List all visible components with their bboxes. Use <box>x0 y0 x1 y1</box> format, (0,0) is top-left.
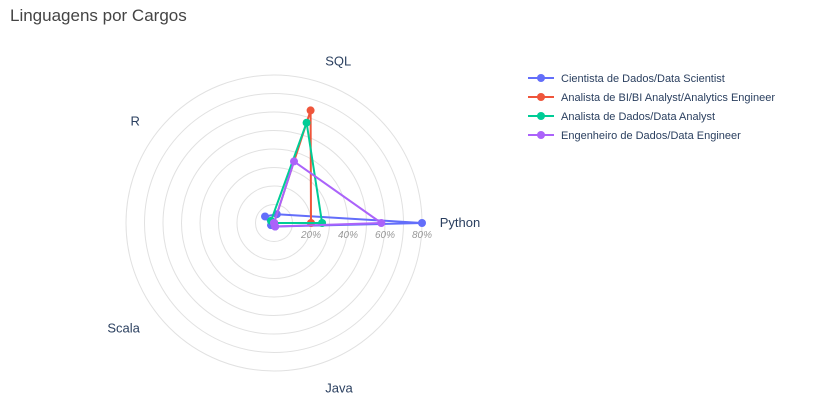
legend-item[interactable]: Cientista de Dados/Data Scientist <box>528 73 725 85</box>
legend-marker <box>537 112 545 120</box>
legend-label: Cientista de Dados/Data Scientist <box>561 73 725 85</box>
series-1 <box>261 210 426 231</box>
radial-tick-labels: 20% 40% 60% 80% <box>300 230 432 241</box>
radial-tick-label: 40% <box>338 230 358 241</box>
series-point[interactable] <box>271 222 280 231</box>
axis-labels: Python SQL R Scala Java <box>107 53 480 395</box>
legend[interactable]: Cientista de Dados/Data Scientist Analist… <box>528 73 775 142</box>
legend-label: Engenheiro de Dados/Data Engineer <box>561 130 741 142</box>
legend-label: Analista de BI/BI Analyst/Analytics Engi… <box>561 92 775 104</box>
series-point[interactable] <box>306 106 315 115</box>
radial-tick-label: 20% <box>300 230 321 241</box>
legend-marker <box>537 74 545 82</box>
axis-label-scala: Scala <box>107 320 140 335</box>
legend-marker <box>537 93 545 101</box>
axis-label-java: Java <box>325 381 353 396</box>
radial-tick-label: 60% <box>375 230 395 241</box>
series-point[interactable] <box>290 157 299 166</box>
axis-label-sql: SQL <box>325 53 351 68</box>
series-layer <box>261 106 426 231</box>
grid-circle <box>199 148 349 298</box>
series-point[interactable] <box>261 212 270 221</box>
legend-marker <box>537 131 545 139</box>
chart-title: Linguagens por Cargos <box>10 6 187 25</box>
legend-label: Analista de Dados/Data Analyst <box>561 111 715 123</box>
axis-label-python: Python <box>440 215 480 230</box>
radial-tick-label: 80% <box>412 230 432 241</box>
series-point[interactable] <box>302 118 311 127</box>
legend-item[interactable]: Engenheiro de Dados/Data Engineer <box>528 130 741 142</box>
series-point[interactable] <box>377 219 386 227</box>
series-point[interactable] <box>418 219 426 227</box>
grid-circle <box>218 167 330 279</box>
axis-label-r: R <box>131 114 140 129</box>
legend-item[interactable]: Analista de BI/BI Analyst/Analytics Engi… <box>528 92 775 104</box>
legend-item[interactable]: Analista de Dados/Data Analyst <box>528 111 715 123</box>
series-4 <box>270 157 386 231</box>
